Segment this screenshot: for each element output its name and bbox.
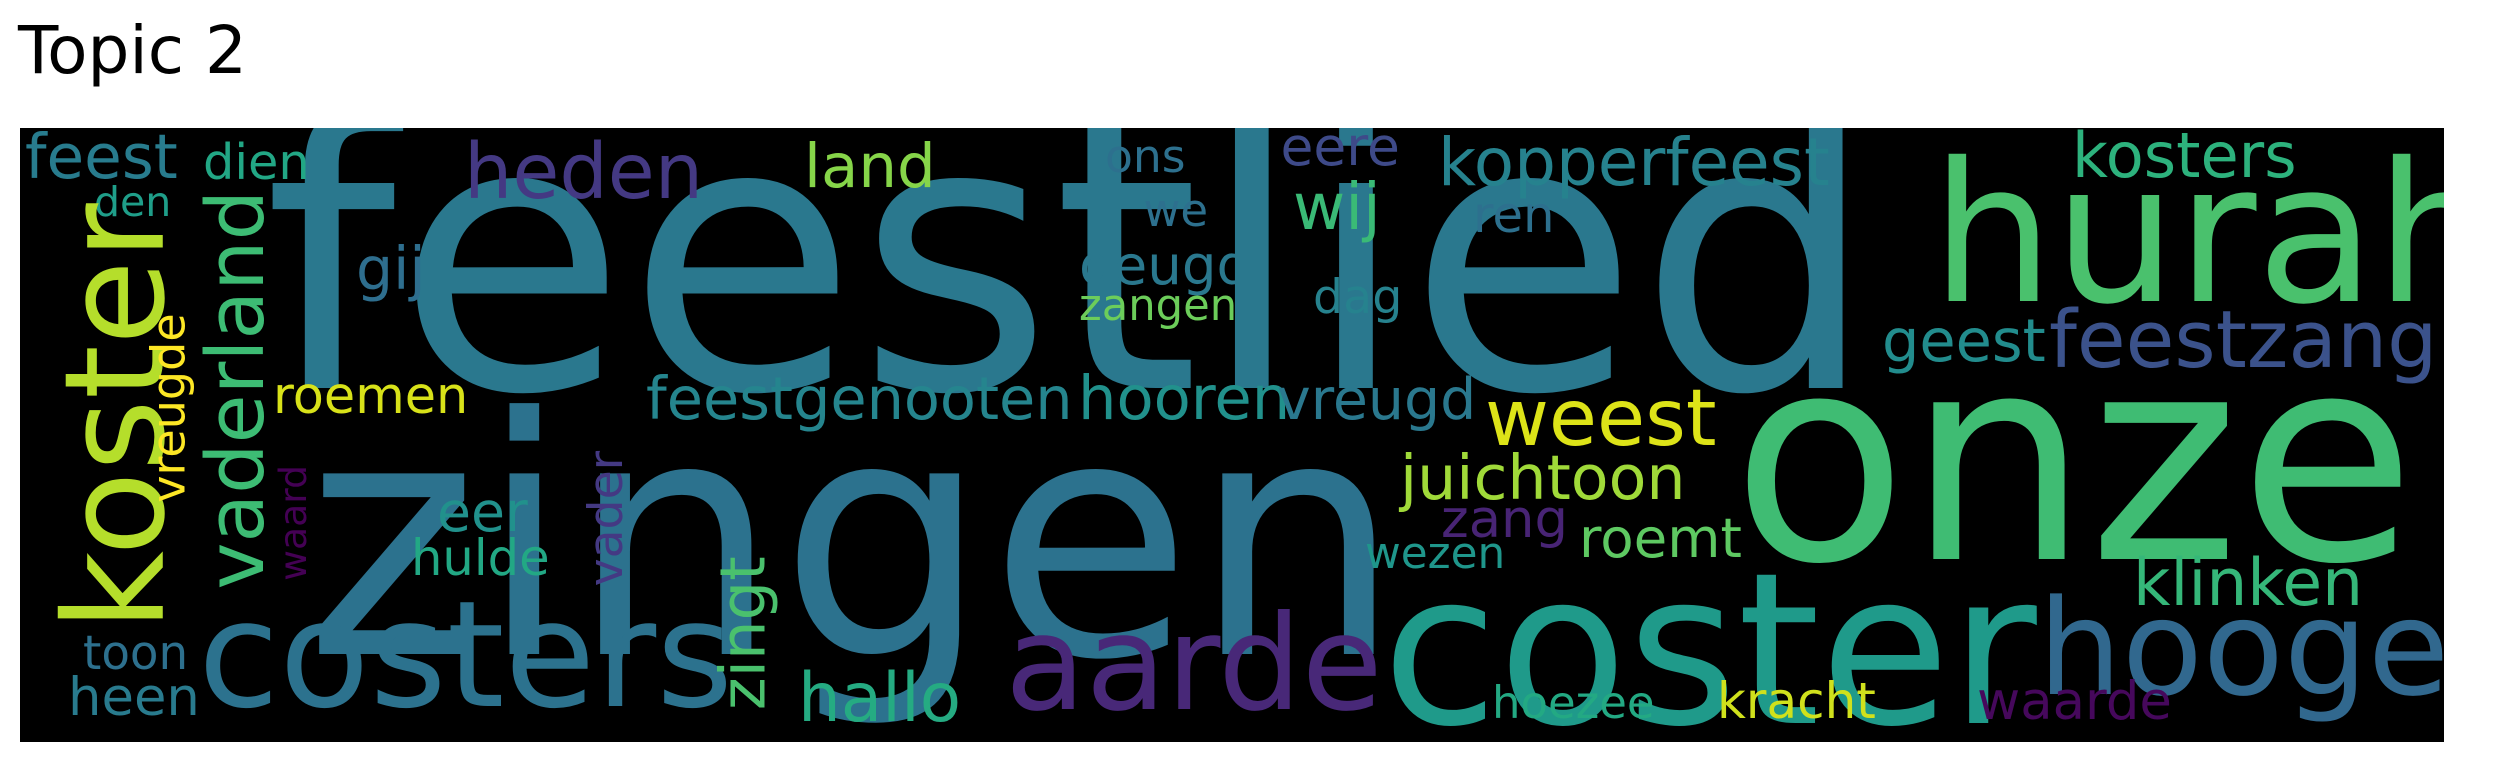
- word-costers: costers: [198, 569, 734, 741]
- word-kosters: kosters: [2072, 128, 2297, 192]
- word-hurah: hurah: [1931, 128, 2444, 347]
- word-toon: toon: [83, 626, 189, 681]
- word-ren: ren: [1473, 186, 1555, 244]
- word-ons: ons: [1105, 130, 1186, 183]
- word-zingen: zingen: [305, 346, 1402, 732]
- word-klinken: klinken: [2133, 545, 2364, 621]
- word-land: land: [804, 130, 936, 202]
- word-wij: wij: [1293, 171, 1381, 245]
- word-hoezee: hoezee: [1492, 675, 1655, 729]
- word-kracht: kracht: [1717, 672, 1876, 730]
- word-gij: gij: [356, 235, 426, 303]
- word-vreugd: vreugd: [1277, 366, 1477, 433]
- word-kopperfeest: kopperfeest: [1438, 128, 1830, 201]
- word-aarde: aarde: [1005, 587, 1383, 741]
- word-vreugde: vreugde: [141, 313, 196, 503]
- word-waard: waard: [271, 464, 316, 581]
- word-hulde: hulde: [411, 529, 550, 587]
- word-den: den: [94, 177, 172, 226]
- word-heden: heden: [464, 128, 704, 217]
- word-feestzang: feestzang: [2049, 292, 2438, 386]
- word-hooren: hooren: [1078, 364, 1291, 434]
- word-onze: onze: [1732, 293, 2416, 627]
- word-coster: coster: [1382, 526, 2037, 742]
- word-vader: vader: [579, 450, 635, 586]
- word-hooger: hooger: [2038, 571, 2444, 726]
- word-waarde: waarde: [1977, 670, 2172, 732]
- word-zangen: zangen: [1079, 280, 1238, 331]
- word-roemt: roemt: [1579, 505, 1742, 570]
- word-dien: dien: [203, 132, 310, 191]
- word-zang: zang: [1441, 489, 1568, 550]
- word-heen: heen: [68, 666, 200, 728]
- word-roemen: roemen: [273, 365, 469, 425]
- word-deugd: deugd: [1079, 232, 1252, 297]
- figure-title: Topic 2: [18, 12, 247, 89]
- word-eere: eere: [1280, 128, 1400, 178]
- wordcloud-panel: feestlied zingen onze hurah coster coste…: [20, 128, 2444, 742]
- word-juichtoon: juichtoon: [1400, 442, 1686, 514]
- word-vaderland: vaderland: [189, 189, 283, 590]
- word-wezen: wezen: [1365, 528, 1506, 579]
- word-hallo: hallo: [798, 658, 962, 737]
- word-eer: eer: [437, 480, 528, 545]
- word-zingt: zingt: [706, 556, 780, 711]
- word-dag: dag: [1313, 269, 1403, 325]
- word-geest: geest: [1882, 305, 2046, 375]
- word-feest: feest: [25, 128, 178, 193]
- word-feestgenooten: feestgenooten: [646, 364, 1073, 433]
- word-weest: weest: [1485, 373, 1717, 464]
- word-we: we: [1143, 183, 1209, 237]
- word-feestlied: feestlied: [264, 128, 1877, 477]
